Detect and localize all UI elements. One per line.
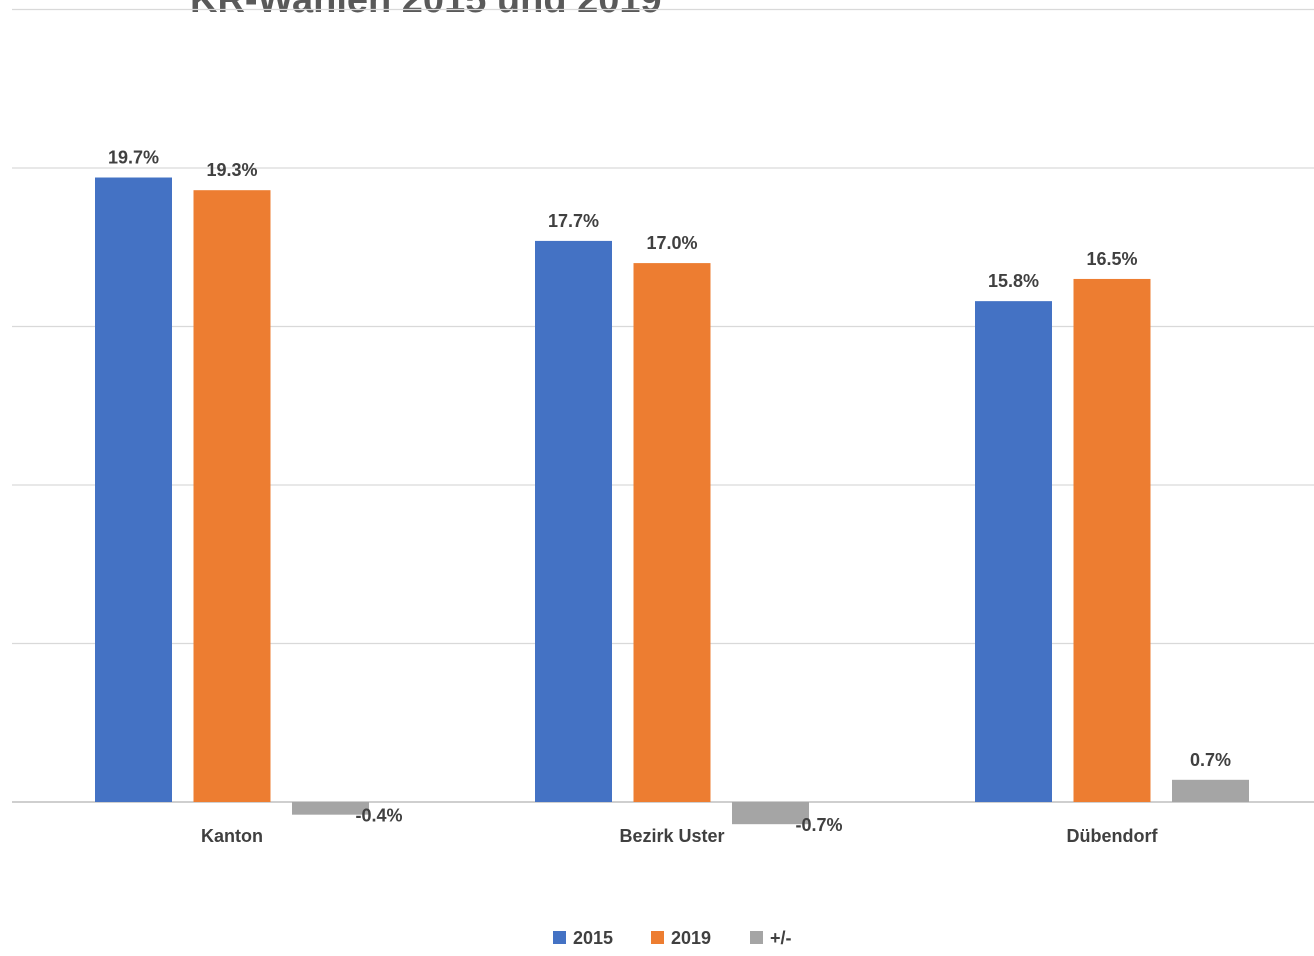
- legend-label: +/-: [770, 928, 792, 948]
- data-label: 17.7%: [548, 211, 599, 231]
- data-label: 0.7%: [1190, 750, 1231, 770]
- data-label: 19.3%: [206, 160, 257, 180]
- data-label: 15.8%: [988, 271, 1039, 291]
- bar-+/--Dübendorf: [1172, 779, 1249, 802]
- data-labels: 19.7% 19.3% -0.4% 17.7% 17.0% -0.7% 15.8% 16.5%…: [108, 148, 1231, 836]
- data-label: 16.5%: [1086, 249, 1137, 269]
- data-label: -0.7%: [795, 815, 842, 835]
- legend-swatch: [750, 931, 763, 944]
- bar-series: [95, 177, 1249, 825]
- legend: 2015 2019 +/-: [553, 928, 792, 948]
- bar-2019-Kanton: [193, 190, 271, 802]
- legend-label: 2019: [671, 928, 711, 948]
- legend-label: 2015: [573, 928, 613, 948]
- data-label: 17.0%: [646, 233, 697, 253]
- chart-title: KR-Wahlen 2015 und 2019: [190, 0, 662, 21]
- legend-swatch: [651, 931, 664, 944]
- category-label: Kanton: [201, 826, 263, 846]
- bar-2015-Kanton: [95, 177, 172, 802]
- category-label: Dübendorf: [1067, 826, 1159, 846]
- data-label: 19.7%: [108, 148, 159, 168]
- bar-+/--Kanton: [292, 802, 369, 815]
- category-label: Bezirk Uster: [619, 826, 724, 846]
- category-labels: Kanton Bezirk Uster Dübendorf: [201, 826, 1158, 846]
- bar-2019-Bezirk Uster: [633, 263, 711, 803]
- legend-swatch: [553, 931, 566, 944]
- bar-2015-Dübendorf: [975, 301, 1052, 802]
- bar-2019-Dübendorf: [1073, 278, 1151, 802]
- bar-+/--Bezirk Uster: [732, 802, 809, 825]
- data-label: -0.4%: [355, 806, 402, 826]
- bar-2015-Bezirk Uster: [535, 240, 612, 802]
